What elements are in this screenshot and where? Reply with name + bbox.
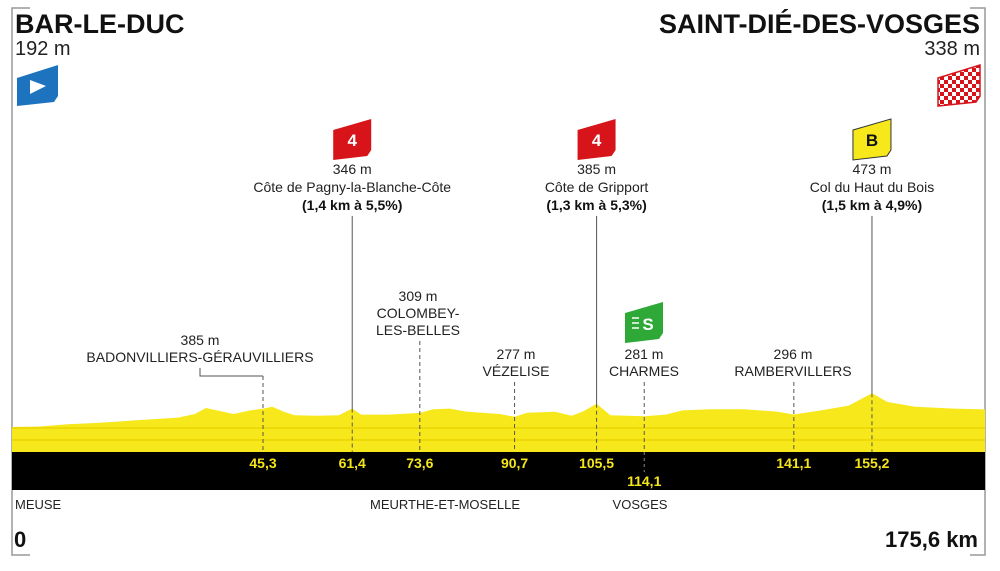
climb-category-label: B bbox=[866, 131, 878, 150]
department-meurthe-et-moselle: MEURTHE-ET-MOSELLE bbox=[370, 497, 520, 512]
town-name: RAMBERVILLERS bbox=[734, 363, 851, 379]
elevation-profile-area bbox=[12, 393, 985, 452]
town-altitude: 277 m bbox=[497, 346, 536, 362]
km-label: 45,3 bbox=[249, 455, 276, 471]
bonus-point-icon: B bbox=[852, 118, 892, 161]
km-label: 155,2 bbox=[854, 455, 889, 471]
town-leader-line bbox=[199, 368, 264, 377]
finish-city: SAINT-DIÉ-DES-VOSGES bbox=[659, 8, 980, 39]
town-altitude: 385 m bbox=[181, 332, 220, 348]
town-altitude: 309 m bbox=[399, 288, 438, 304]
km-label: 73,6 bbox=[406, 455, 433, 471]
climb-altitude: 385 m bbox=[577, 161, 616, 177]
climb-category-4-icon: 4 bbox=[577, 119, 616, 160]
x-start-label: 0 bbox=[14, 527, 26, 552]
climb-name: Côte de Gripport bbox=[545, 179, 649, 195]
km-label: 61,4 bbox=[339, 455, 366, 471]
start-altitude: 192 m bbox=[15, 38, 71, 60]
town-altitude: 281 m bbox=[625, 346, 664, 362]
km-band bbox=[12, 452, 985, 490]
climb-detail: (1,4 km à 5,5%) bbox=[302, 197, 402, 213]
town-altitude: 296 m bbox=[774, 346, 813, 362]
finish-flag-icon bbox=[937, 63, 981, 107]
town-name: LES-BELLES bbox=[376, 322, 460, 338]
climb-category-label: 4 bbox=[592, 131, 602, 150]
department-meuse: MEUSE bbox=[15, 497, 62, 512]
x-end-label: 175,6 km bbox=[885, 527, 978, 552]
km-label: 105,5 bbox=[579, 455, 614, 471]
km-label: 90,7 bbox=[501, 455, 528, 471]
climb-category-4-icon: 4 bbox=[333, 119, 372, 160]
climb-altitude: 346 m bbox=[333, 161, 372, 177]
town-name: BADONVILLIERS-GÉRAUVILLIERS bbox=[86, 349, 313, 365]
frame-left bbox=[11, 7, 30, 556]
finish-altitude: 338 m bbox=[924, 38, 980, 60]
sprint-label: S bbox=[642, 315, 653, 334]
sprint-icon: S bbox=[625, 302, 663, 343]
town-name: VÉZELISE bbox=[483, 363, 550, 379]
km-label: 114,1 bbox=[627, 473, 661, 489]
climb-name: Côte de Pagny-la-Blanche-Côte bbox=[253, 179, 451, 195]
department-vosges: VOSGES bbox=[613, 497, 668, 512]
climb-detail: (1,3 km à 5,3%) bbox=[546, 197, 646, 213]
start-flag-icon bbox=[17, 65, 58, 106]
km-label: 141,1 bbox=[776, 455, 811, 471]
climb-detail: (1,5 km à 4,9%) bbox=[822, 197, 922, 213]
climb-name: Col du Haut du Bois bbox=[810, 179, 935, 195]
frame-right bbox=[970, 7, 986, 556]
town-name: CHARMES bbox=[609, 363, 679, 379]
climb-category-label: 4 bbox=[347, 131, 357, 150]
start-city: BAR-LE-DUC bbox=[15, 9, 184, 39]
climb-altitude: 473 m bbox=[853, 161, 892, 177]
town-name: COLOMBEY- bbox=[377, 305, 460, 321]
